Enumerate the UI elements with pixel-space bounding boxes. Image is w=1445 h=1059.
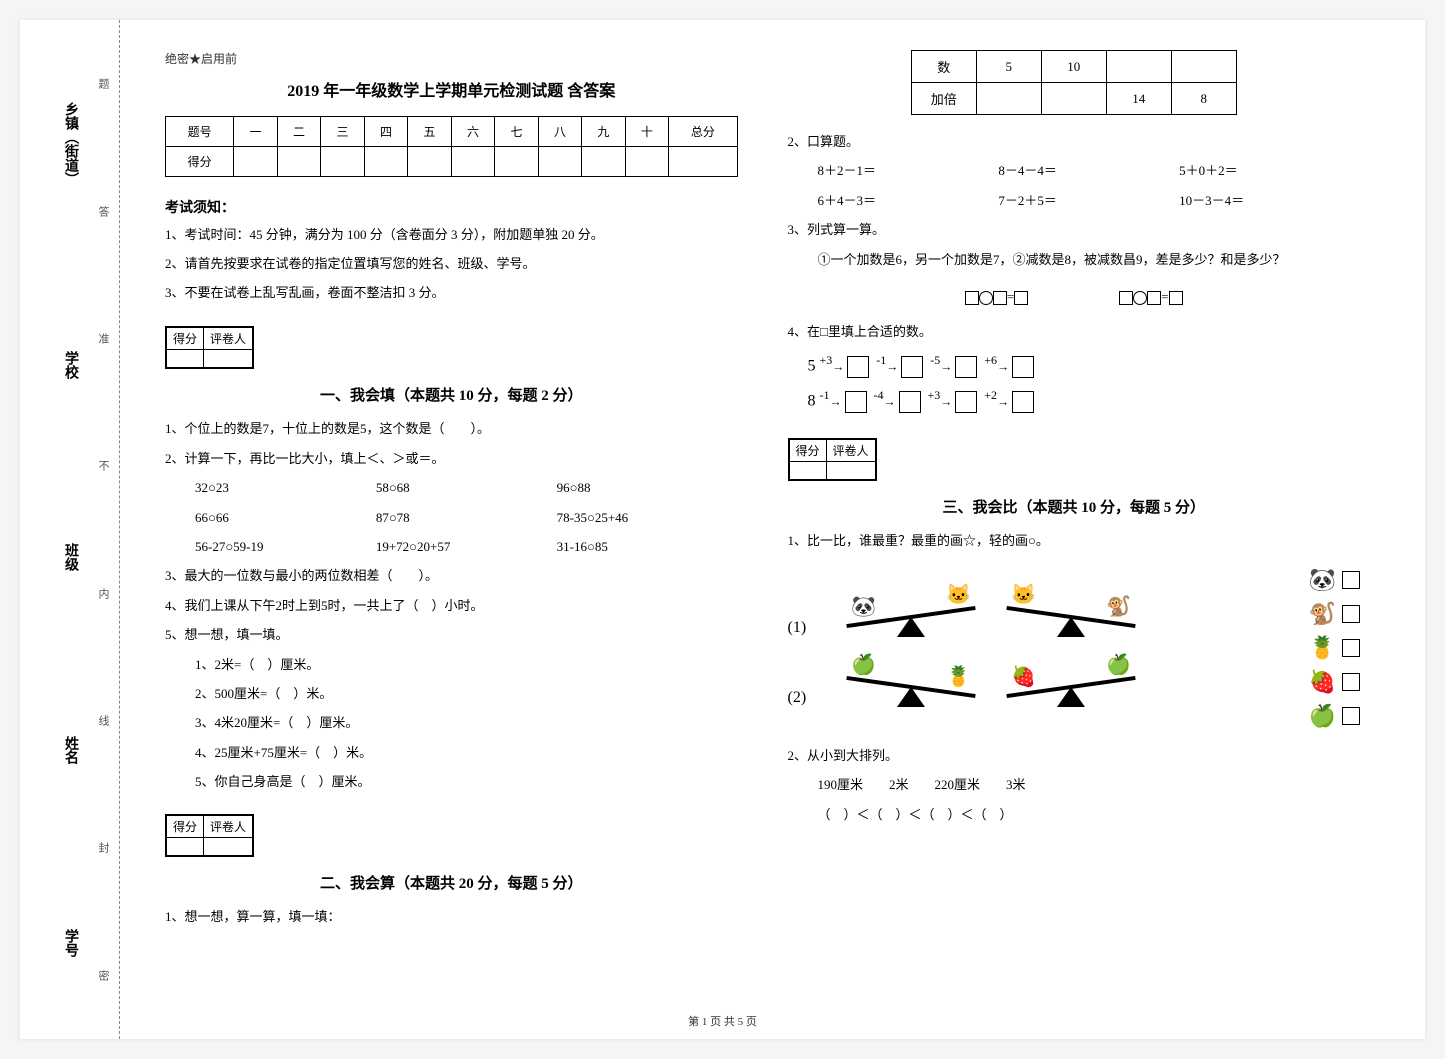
- panel-row: 🐒: [1309, 601, 1360, 627]
- table-row: 加倍 14 8: [911, 83, 1236, 115]
- doubling-table: 数 5 10 加倍 14 8: [911, 50, 1237, 115]
- field-school: 学校: [60, 351, 80, 379]
- page-footer: 第 1 页 共 5 页: [20, 1013, 1425, 1029]
- q1-5-item: 3、4米20厘米=（ ）厘米。: [165, 711, 738, 734]
- q3-2-blanks: （ ）＜（ ）＜（ ）＜（ ）: [788, 803, 1361, 826]
- panda-icon: 🐼: [1309, 567, 1336, 593]
- q2-2-row: 8＋2－1＝ 8－4－4＝ 5＋0＋2＝: [788, 159, 1361, 182]
- formula-blanks: = =: [788, 286, 1361, 305]
- q1-5-item: 5、你自己身高是（ ）厘米。: [165, 770, 738, 793]
- answer-panel: 🐼 🐒 🍍 🍓 🍏: [1309, 567, 1360, 729]
- binding-margin: 乡镇（街道） 学校 班级 姓名 学号 题 答 准 不 内 线 封 密: [20, 20, 120, 1039]
- balance-row-2: (2) 🍏 🍍 🍓 🍏: [788, 657, 1289, 707]
- number-chain-1: 5 +3→ -1→ -5→ +6→: [788, 353, 1361, 378]
- panel-row: 🍓: [1309, 669, 1360, 695]
- score-summary-table: 题号 一 二 三 四 五 六 七 八 九 十 总分 得分: [165, 116, 738, 177]
- q1-5: 5、想一想，填一填。: [165, 623, 738, 646]
- balance-row-1: (1) 🐼 🐱 🐱 🐒: [788, 587, 1289, 637]
- left-column: 绝密★启用前 2019 年一年级数学上学期单元检测试题 含答案 题号 一 二 三…: [140, 50, 763, 1019]
- q1-2-row: 66○66 87○78 78-35○25+46: [165, 506, 738, 529]
- q2-2: 2、口算题。: [788, 130, 1361, 153]
- exam-title: 2019 年一年级数学上学期单元检测试题 含答案: [165, 77, 738, 101]
- grader-box: 得分评卷人: [165, 814, 254, 857]
- answer-box[interactable]: [1342, 605, 1360, 623]
- confidential-note: 绝密★启用前: [165, 50, 738, 67]
- seesaw-icon: 🐼 🐱: [846, 587, 976, 637]
- q2-3: 3、列式算一算。: [788, 218, 1361, 241]
- q1-5-item: 4、25厘米+75厘米=（ ）米。: [165, 741, 738, 764]
- q3-2: 2、从小到大排列。: [788, 744, 1361, 767]
- field-township: 乡镇（街道）: [60, 102, 80, 186]
- answer-box[interactable]: [1342, 639, 1360, 657]
- section-1-title: 一、我会填（本题共 10 分，每题 2 分）: [165, 384, 738, 405]
- table-row: 题号 一 二 三 四 五 六 七 八 九 十 总分: [166, 117, 738, 147]
- q1-3: 3、最大的一位数与最小的两位数相差（ ）。: [165, 564, 738, 587]
- q3-2-values: 190厘米 2米 220厘米 3米: [788, 773, 1361, 796]
- panel-row: 🍏: [1309, 703, 1360, 729]
- right-column: 数 5 10 加倍 14 8 2、口算题。 8＋2－1＝ 8－4－4＝: [763, 50, 1386, 1019]
- strawberry-icon: 🍓: [1309, 669, 1336, 695]
- q1-1: 1、个位上的数是7，十位上的数是5，这个数是（ ）。: [165, 417, 738, 440]
- q1-5-item: 2、500厘米=（ ）米。: [165, 682, 738, 705]
- apple-icon: 🍏: [1309, 703, 1336, 729]
- answer-box[interactable]: [1342, 707, 1360, 725]
- q1-4: 4、我们上课从下午2时上到5时，一共上了（ ）小时。: [165, 594, 738, 617]
- field-name: 姓名: [60, 736, 80, 764]
- binding-fields: 乡镇（街道） 学校 班级 姓名 学号: [60, 20, 80, 1039]
- grader-box: 得分评卷人: [788, 438, 877, 481]
- table-row: 数 5 10: [911, 51, 1236, 83]
- q1-5-item: 1、2米=（ ）厘米。: [165, 653, 738, 676]
- q1-2: 2、计算一下，再比一比大小，填上＜、＞或＝。: [165, 447, 738, 470]
- content-area: 绝密★启用前 2019 年一年级数学上学期单元检测试题 含答案 题号 一 二 三…: [120, 20, 1425, 1039]
- q2-2-row: 6＋4－3＝ 7－2＋5＝ 10－3－4＝: [788, 189, 1361, 212]
- balance-diagram: (1) 🐼 🐱 🐱 🐒: [788, 567, 1361, 729]
- seal-line-labels: 题 答 准 不 内 线 封 密: [95, 20, 111, 1039]
- q2-3-text: ①一个加数是6，另一个加数是7，②减数是8，被减数昌9，差是多少？和是多少？: [788, 248, 1361, 271]
- table-row: 得分: [166, 147, 738, 177]
- panel-row: 🍍: [1309, 635, 1360, 661]
- number-chain-2: 8 -1→ -4→ +3→ +2→: [788, 388, 1361, 413]
- q2-4: 4、在□里填上合适的数。: [788, 320, 1361, 343]
- field-class: 班级: [60, 543, 80, 571]
- panel-row: 🐼: [1309, 567, 1360, 593]
- notice-item: 3、不要在试卷上乱写乱画，卷面不整洁扣 3 分。: [165, 283, 738, 304]
- monkey-icon: 🐒: [1309, 601, 1336, 627]
- seesaw-icon: 🐱 🐒: [1006, 587, 1136, 637]
- notice-item: 2、请首先按要求在试卷的指定位置填写您的姓名、班级、学号。: [165, 254, 738, 275]
- q3-1: 1、比一比，谁最重？最重的画☆，轻的画○。: [788, 529, 1361, 552]
- section-3-title: 三、我会比（本题共 10 分，每题 5 分）: [788, 496, 1361, 517]
- q1-2-row: 32○23 58○68 96○88: [165, 476, 738, 499]
- field-student-id: 学号: [60, 929, 80, 957]
- exam-page: 乡镇（街道） 学校 班级 姓名 学号 题 答 准 不 内 线 封 密 绝密★启用…: [20, 20, 1425, 1039]
- grader-box: 得分评卷人: [165, 326, 254, 369]
- seesaw-icon: 🍓 🍏: [1006, 657, 1136, 707]
- section-2-title: 二、我会算（本题共 20 分，每题 5 分）: [165, 872, 738, 893]
- answer-box[interactable]: [1342, 571, 1360, 589]
- q2-1: 1、想一想，算一算，填一填：: [165, 905, 738, 928]
- notice-item: 1、考试时间：45 分钟，满分为 100 分（含卷面分 3 分），附加题单独 2…: [165, 225, 738, 246]
- notice-header: 考试须知：: [165, 197, 738, 217]
- answer-box[interactable]: [1342, 673, 1360, 691]
- pineapple-icon: 🍍: [1309, 635, 1336, 661]
- seesaw-icon: 🍏 🍍: [846, 657, 976, 707]
- q1-2-row: 56-27○59-19 19+72○20+57 31-16○85: [165, 535, 738, 558]
